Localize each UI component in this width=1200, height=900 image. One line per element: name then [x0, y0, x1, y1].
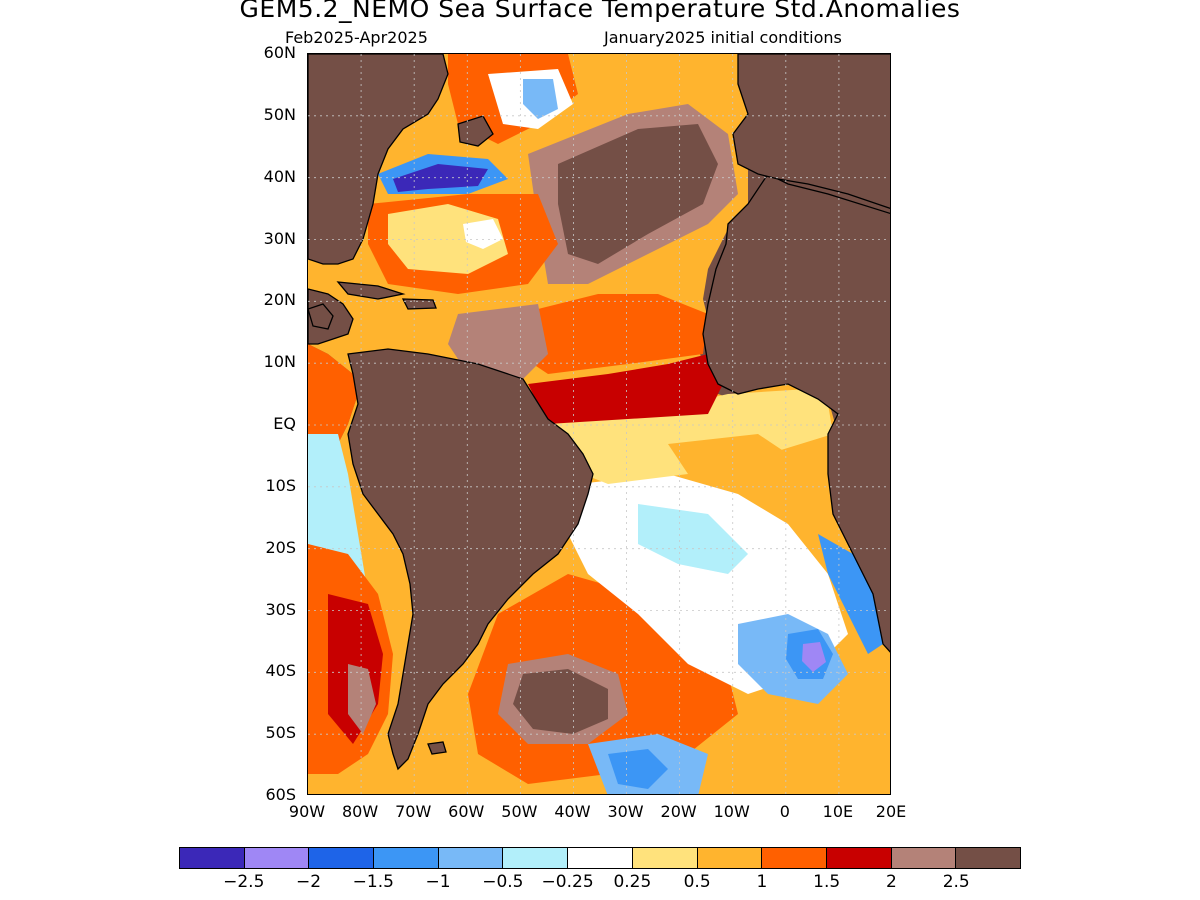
yucatan [308, 303, 334, 330]
colorbar-swatch [438, 848, 504, 868]
subtropical-neutral-patch [463, 219, 503, 249]
colorbar-swatch [244, 848, 310, 868]
latitude-label: 50S [265, 723, 296, 743]
latitude-label: 50N [263, 104, 296, 124]
southeast-pacific-mauve [348, 664, 376, 734]
colorbar-tick-label: 1.5 [813, 872, 841, 892]
longitude-label: 80W [341, 802, 379, 821]
colorbar-tick-label: −2.5 [223, 872, 265, 892]
latitude-label: 10S [265, 475, 296, 495]
sst-anomaly-map [307, 53, 891, 795]
colorbar-tick-label: −2 [296, 872, 322, 892]
tropical-north-atlantic-orange [518, 294, 708, 374]
colorbar-tick-label: 0.5 [683, 872, 711, 892]
colorbar-tick-label: −0.25 [541, 872, 594, 892]
colorbar-swatch [180, 848, 245, 868]
colorbar-tick-label: 0.25 [613, 872, 652, 892]
longitude-label: 50W [501, 802, 538, 821]
gulf-of-guinea-warm [668, 434, 788, 474]
latitude-label: 30N [263, 228, 296, 248]
africa [702, 173, 890, 653]
longitude-label: 20W [660, 802, 697, 821]
latitude-label: 40N [263, 166, 296, 186]
colorbar-tick-label: 2 [886, 872, 897, 892]
colorbar-swatch [762, 848, 827, 868]
newfoundland [457, 115, 494, 147]
colorbar-tick-label: −1.5 [352, 872, 394, 892]
south-atlantic-cold-core [802, 642, 826, 672]
mid-north-atlantic-brown [558, 124, 718, 264]
colorbar-swatch [632, 848, 698, 868]
south-america [347, 348, 594, 771]
latitude-label: 20N [263, 290, 296, 310]
colorbar-swatch [697, 848, 763, 868]
latitude-label: 60N [263, 43, 296, 62]
longitude-label: 60W [448, 802, 485, 821]
benguela-cool [818, 534, 883, 654]
colorbar-tick-label: −1 [425, 872, 451, 892]
colorbar-swatch [503, 848, 569, 868]
latitude-label: 30S [265, 599, 296, 619]
southern-ocean-cool-core [608, 749, 668, 789]
forecast-period: Feb2025-Apr2025 [285, 28, 428, 47]
south-atlantic-cool-band [638, 504, 748, 574]
latitude-label: 40S [265, 661, 296, 681]
falkland-islands [427, 741, 447, 755]
latitude-label: EQ [273, 414, 296, 433]
colorbar-tick-label: 1 [756, 872, 768, 892]
longitude-label: 90W [288, 802, 326, 821]
hispaniola [401, 298, 437, 310]
longitude-label: 30W [607, 802, 644, 821]
graticule [308, 54, 890, 794]
colorbar-swatch [826, 848, 892, 868]
initial-conditions-label: January2025 initial conditions [604, 28, 842, 47]
colorbar [179, 847, 1021, 869]
north-america [308, 54, 449, 265]
cuba [336, 281, 406, 300]
latitude-label: 20S [265, 537, 296, 557]
colorbar-swatch [374, 848, 439, 868]
latitude-label: 10N [263, 352, 296, 372]
longitude-label: 70W [395, 802, 432, 821]
colorbar-swatch [568, 848, 633, 868]
map-canvas [308, 54, 890, 794]
colorbar-tick-label: −0.5 [482, 872, 524, 892]
longitude-label: 10W [713, 802, 750, 821]
europe [732, 54, 890, 210]
colorbar-tick-label: 2.5 [942, 872, 970, 892]
colorbar-swatch [309, 848, 375, 868]
labrador-sea-cool [523, 79, 558, 119]
longitude-label: 10E [822, 802, 854, 821]
colorbar-swatch [956, 848, 1020, 868]
land-masses [308, 54, 890, 771]
south-atlantic-brown [513, 669, 608, 734]
longitude-label: 20E [875, 802, 907, 821]
equatorial-atlantic [548, 389, 833, 484]
colorbar-swatch [891, 848, 957, 868]
tropical-north-atlantic-warm [528, 354, 723, 424]
latitude-label: 60S [265, 785, 296, 804]
chart-title: GEM5.2_NEMO Sea Surface Temperature Std.… [239, 0, 961, 23]
longitude-label: 40W [554, 802, 591, 821]
longitude-label: 0 [779, 802, 790, 821]
